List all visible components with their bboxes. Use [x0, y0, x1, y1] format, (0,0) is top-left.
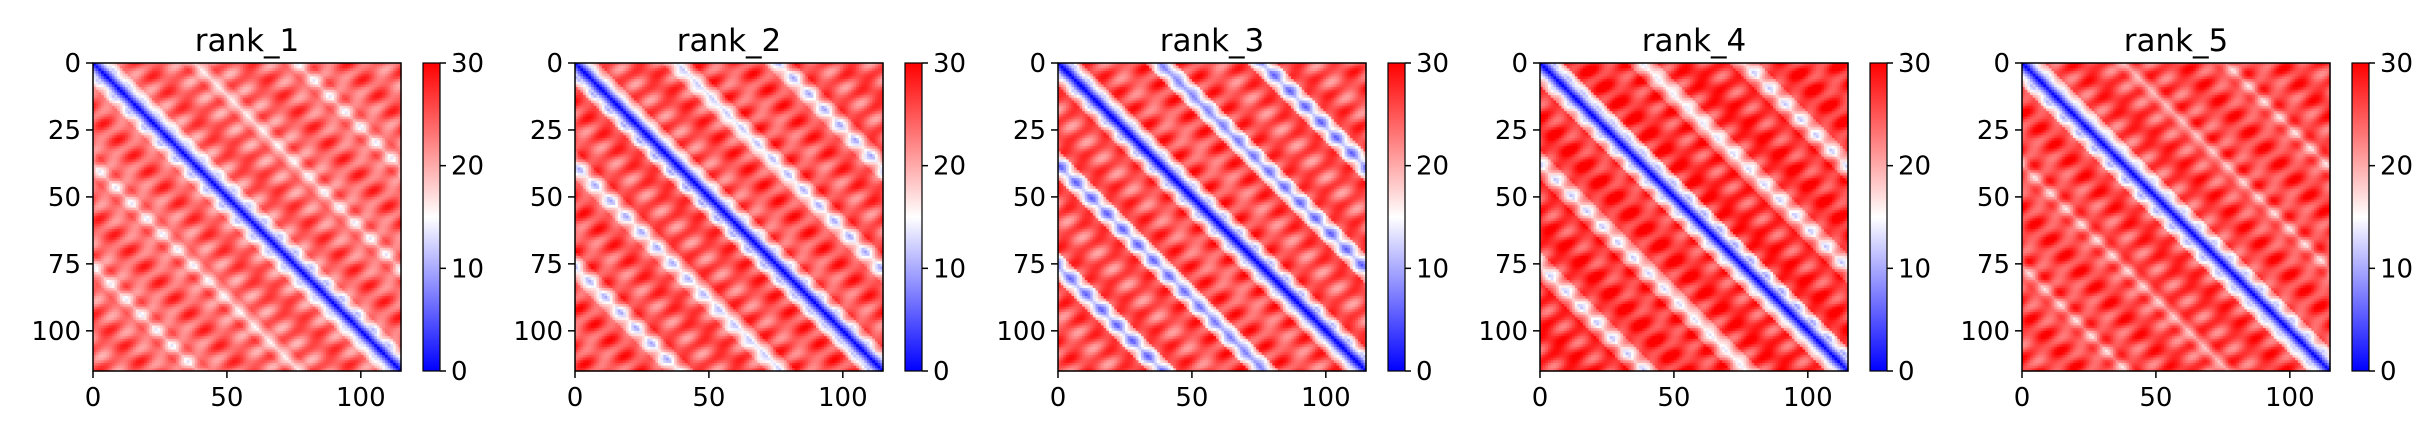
panel-title: rank_1 [195, 23, 300, 59]
heatmap-cells [93, 63, 402, 372]
